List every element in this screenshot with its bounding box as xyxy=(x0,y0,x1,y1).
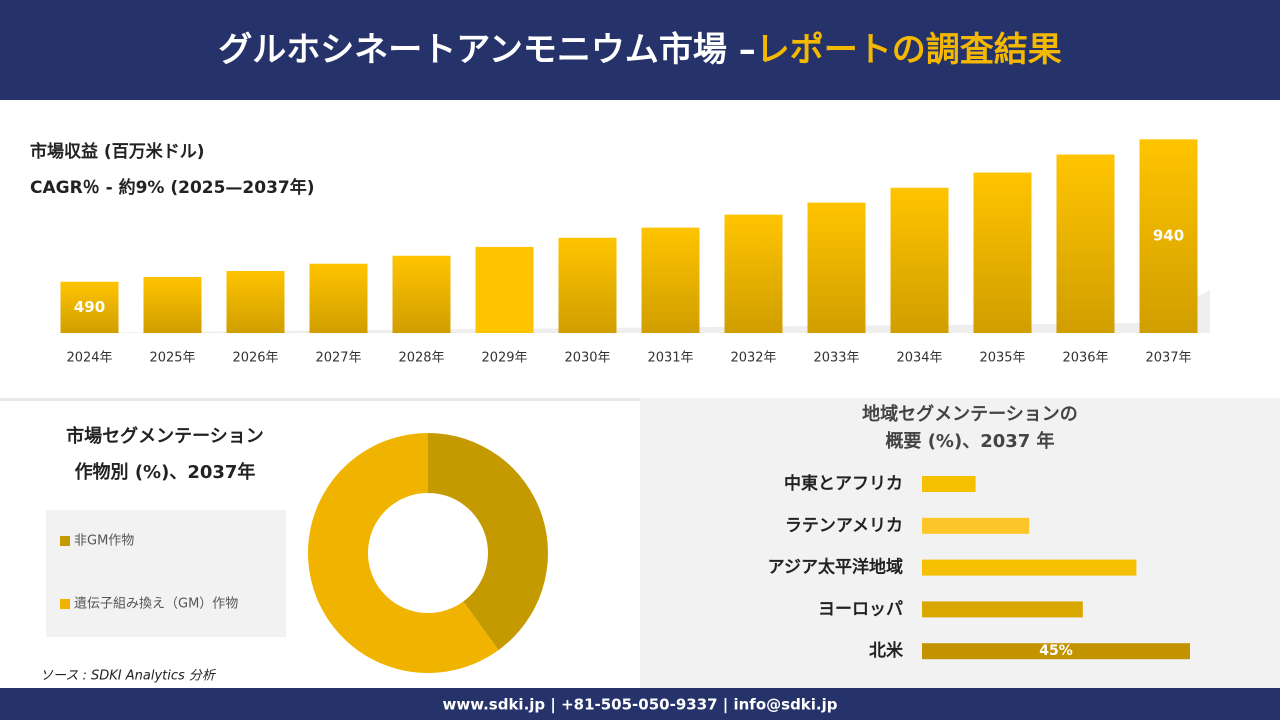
y-tick-label: 中東とアフリカ xyxy=(784,473,903,494)
legend-box xyxy=(46,510,286,637)
donut-slice xyxy=(428,433,548,651)
value-label: 940 xyxy=(1153,227,1184,245)
x-tick-label: 2037年 xyxy=(1145,351,1191,366)
bar xyxy=(973,172,1032,333)
source: ソース : SDKI Analytics 分析 xyxy=(40,669,217,684)
title-highlight: レポートの調査結果 xyxy=(756,30,1062,70)
x-tick-label: 2029年 xyxy=(481,351,527,366)
x-tick-label: 2035年 xyxy=(979,351,1025,366)
x-tick-label: 2031年 xyxy=(647,351,693,366)
hbar-subtitle: 概要 (%)、2037 年 xyxy=(885,430,1054,452)
bar xyxy=(922,643,1190,660)
value-label: 490 xyxy=(74,298,105,316)
bar xyxy=(922,517,1030,534)
header-bar xyxy=(0,0,1280,100)
x-tick-label: 2026年 xyxy=(232,351,278,366)
bar xyxy=(475,246,534,333)
legend-swatch xyxy=(60,536,70,546)
bar xyxy=(226,270,285,333)
x-tick-label: 2028年 xyxy=(398,351,444,366)
bar xyxy=(392,255,451,333)
legend-label: 非GM作物 xyxy=(74,534,134,549)
footer-text: www.sdki.jp | +81-505-050-9337 | info@sd… xyxy=(442,696,837,715)
region-panel xyxy=(640,398,1280,688)
header-title: グルホシネートアンモニウム市場 –レポートの調査結果 xyxy=(218,30,1061,70)
y-tick-label: ラテンアメリカ xyxy=(785,516,903,536)
bar xyxy=(60,281,119,333)
bar xyxy=(143,276,202,333)
y-tick-label: アジア太平洋地域 xyxy=(768,557,903,578)
donut-slice xyxy=(308,433,499,674)
donut-title: 市場セグメンテーション xyxy=(66,425,264,447)
x-tick-label: 2027年 xyxy=(315,351,361,366)
x-tick-label: 2033年 xyxy=(813,351,859,366)
x-tick-label: 2030年 xyxy=(564,351,610,366)
x-tick-label: 2024年 xyxy=(66,351,112,366)
footer-bar xyxy=(0,688,1280,720)
bar xyxy=(1139,139,1198,333)
bar-title: 市場収益 (百万米ドル) xyxy=(30,141,204,162)
legend-swatch xyxy=(60,599,70,609)
x-tick-label: 2025年 xyxy=(149,351,195,366)
x-tick-label: 2036年 xyxy=(1062,351,1108,366)
title-main: グルホシネートアンモニウム市場 – xyxy=(218,30,755,70)
y-tick-label: 北米 xyxy=(869,640,904,661)
legend-label: 遺伝子組み換え（GM）作物 xyxy=(74,597,238,612)
bar xyxy=(641,227,700,333)
y-tick-label: ヨーロッパ xyxy=(818,599,903,619)
bar xyxy=(922,559,1137,576)
hbar-title: 地域セグメンテーションの xyxy=(862,403,1078,425)
bar xyxy=(807,202,866,333)
bar xyxy=(724,214,783,333)
value-label: 45% xyxy=(1039,643,1073,659)
bar xyxy=(309,263,368,333)
bar xyxy=(558,237,617,333)
donut-subtitle: 作物別 (%)、2037年 xyxy=(75,461,256,483)
x-tick-label: 2034年 xyxy=(896,351,942,366)
bar-subtitle: CAGR％ - 約9% (2025—2037年) xyxy=(30,177,315,198)
bar xyxy=(1056,154,1115,333)
bar xyxy=(922,601,1083,618)
x-tick-label: 2032年 xyxy=(730,351,776,366)
bar xyxy=(922,476,976,492)
bar xyxy=(890,187,949,333)
